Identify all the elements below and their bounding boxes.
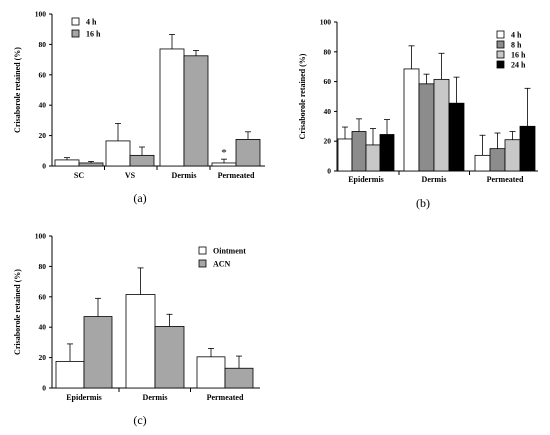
y-axis-title: Crisaborole retained (%)	[13, 47, 22, 133]
category-label: Epidermis	[66, 393, 102, 402]
bar	[474, 154, 491, 172]
bar	[448, 102, 465, 172]
y-tick-label: 40	[324, 107, 332, 116]
bar	[154, 326, 185, 389]
bar	[54, 159, 80, 167]
y-tick-label: 100	[35, 10, 47, 19]
category-label: Dermis	[172, 171, 197, 180]
legend-swatch	[496, 60, 505, 69]
bar	[519, 125, 536, 172]
bar	[125, 294, 156, 389]
legend-label: 4 h	[511, 31, 522, 40]
y-axis-title: Crisaborole retained (%)	[298, 53, 307, 139]
category-label: VS	[125, 171, 136, 180]
y-tick-label: 0	[42, 162, 46, 171]
category-label: Dermis	[143, 393, 168, 402]
bar	[211, 162, 237, 167]
bar	[489, 148, 506, 172]
category-label: Epidermis	[348, 175, 384, 184]
bar	[83, 316, 113, 389]
category-label: Permeated	[207, 393, 244, 402]
legend-label: 24 h	[511, 61, 526, 70]
bar	[337, 138, 353, 172]
bar	[379, 134, 395, 172]
legend-swatch	[198, 259, 207, 268]
legend-label: 8 h	[511, 41, 522, 50]
y-tick-label: 20	[324, 137, 332, 146]
bar	[129, 154, 155, 167]
bar	[365, 144, 381, 172]
bar	[196, 356, 226, 389]
y-tick-label: 100	[35, 232, 47, 241]
bar	[78, 162, 104, 167]
category-label: SC	[74, 171, 84, 180]
y-tick-label: 60	[324, 77, 332, 86]
y-tick-label: 60	[39, 292, 47, 301]
y-tick-label: 40	[39, 323, 47, 332]
legend-label: ACN	[213, 260, 231, 269]
y-tick-label: 60	[39, 70, 47, 79]
y-tick-label: 80	[324, 47, 332, 56]
bar	[55, 360, 85, 389]
y-tick-label: 40	[39, 101, 47, 110]
bar	[235, 138, 261, 167]
legend-swatch	[71, 29, 80, 38]
category-label: Dermis	[422, 175, 447, 184]
legend-swatch	[71, 17, 80, 26]
bar	[183, 55, 209, 167]
significance-marker: *	[221, 147, 227, 159]
bar	[418, 83, 435, 172]
panel-label: (c)	[133, 413, 146, 427]
legend-swatch	[496, 40, 505, 49]
legend-label: 16 h	[86, 30, 101, 39]
panel-label: (a)	[133, 191, 146, 205]
legend-label: Ointment	[213, 247, 246, 256]
category-label: Permeated	[487, 175, 524, 184]
y-tick-label: 20	[39, 131, 47, 140]
legend-swatch	[198, 246, 207, 255]
y-axis-title: Crisaborole retained (%)	[13, 269, 22, 355]
y-tick-label: 20	[39, 353, 47, 362]
bar	[403, 68, 420, 172]
legend-label: 4 h	[86, 18, 97, 27]
category-label: Permeated	[218, 171, 255, 180]
legend-label: 16 h	[511, 51, 526, 60]
y-tick-label: 0	[42, 384, 46, 393]
y-tick-label: 80	[39, 262, 47, 271]
bar	[224, 367, 254, 389]
bar	[504, 139, 521, 172]
legend-swatch	[496, 50, 505, 59]
y-tick-label: 0	[327, 167, 331, 176]
bar	[105, 140, 131, 167]
bar	[351, 131, 367, 172]
bar	[159, 48, 185, 167]
legend-swatch	[496, 30, 505, 39]
panel-label: (b)	[416, 196, 430, 210]
y-tick-label: 100	[320, 18, 332, 27]
y-tick-label: 80	[39, 40, 47, 49]
bar	[433, 78, 450, 172]
